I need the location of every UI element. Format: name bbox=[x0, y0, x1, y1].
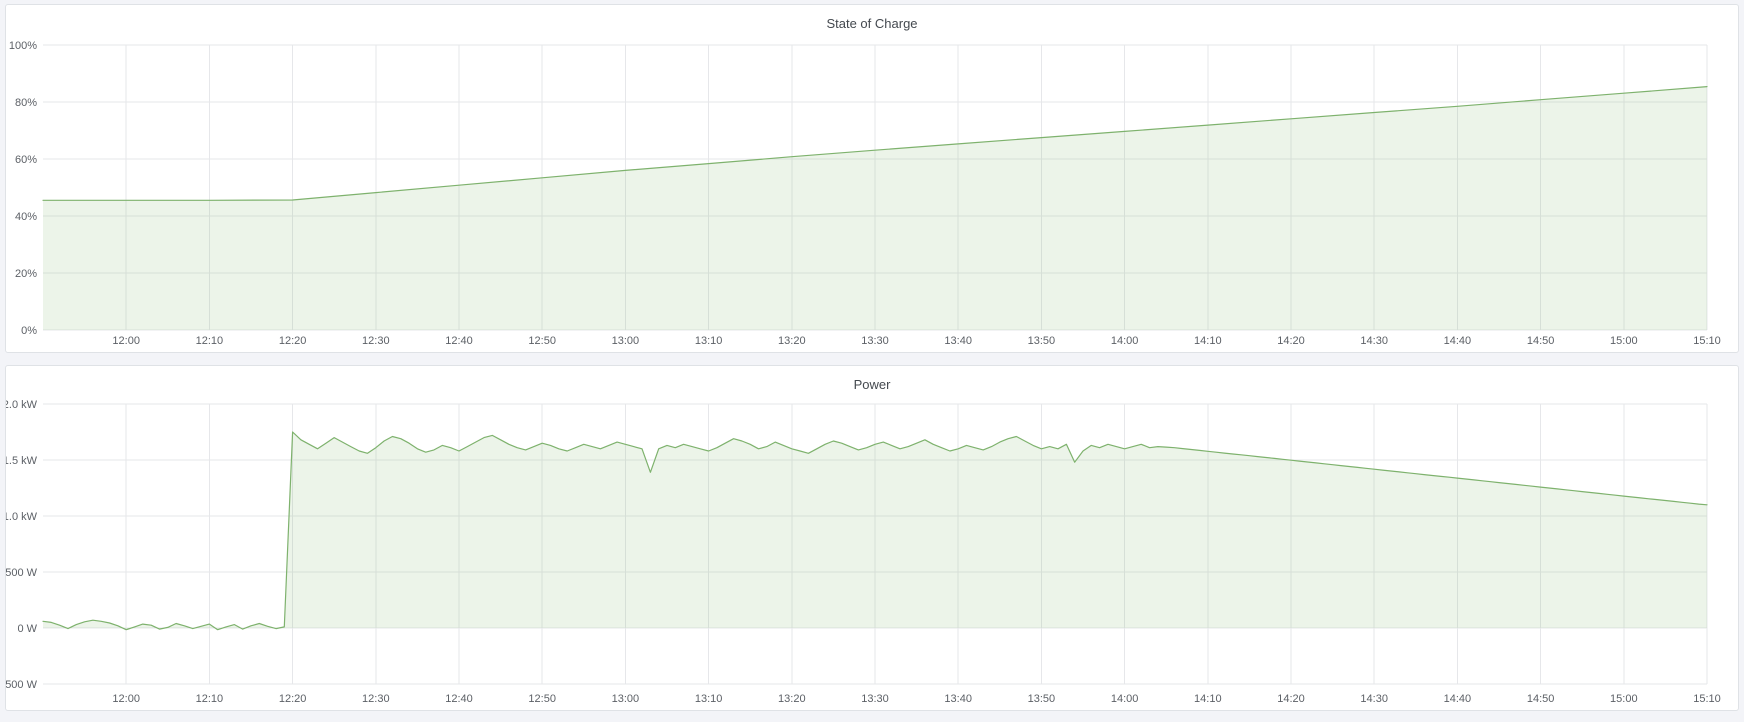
series-line bbox=[42, 86, 1708, 201]
x-axis-tick-label: 14:00 bbox=[1111, 335, 1139, 347]
x-axis-tick-label: 14:40 bbox=[1444, 335, 1472, 347]
x-axis-tick-label: 14:40 bbox=[1444, 693, 1472, 705]
y-axis-tick-label: 100% bbox=[9, 40, 37, 52]
x-axis-tick-label: 12:20 bbox=[279, 335, 307, 347]
x-axis-tick-label: 15:00 bbox=[1610, 693, 1638, 705]
x-axis-tick-label: 13:00 bbox=[612, 693, 640, 705]
x-axis-tick-label: 13:10 bbox=[695, 693, 723, 705]
x-axis-tick-label: 13:50 bbox=[1028, 335, 1056, 347]
series-line bbox=[42, 431, 1708, 631]
y-axis-tick-label: -500 W bbox=[6, 679, 38, 691]
panel-title-state-of-charge[interactable]: State of Charge bbox=[826, 15, 918, 31]
panel-power: Power -500 W 0 W 500 W 1.0 kW 1.5 kW 2.0 kW 12… bbox=[5, 365, 1739, 711]
series-area-fill bbox=[43, 432, 1707, 630]
x-axis-tick-label: 12:40 bbox=[445, 693, 473, 705]
x-axis-tick-label: 15:00 bbox=[1610, 335, 1638, 347]
x-axis-tick-label: 14:10 bbox=[1194, 693, 1222, 705]
x-axis-tick-label: 13:30 bbox=[861, 335, 889, 347]
panel-title-power[interactable]: Power bbox=[853, 376, 891, 392]
x-axis-tick-label: 14:20 bbox=[1277, 693, 1305, 705]
x-axis-tick-label: 12:20 bbox=[279, 693, 307, 705]
y-axis-tick-label: 2.0 kW bbox=[6, 399, 38, 411]
x-axis-tick-label: 13:50 bbox=[1028, 693, 1056, 705]
x-axis-tick-label: 14:50 bbox=[1527, 335, 1555, 347]
x-axis-tick-label: 12:00 bbox=[112, 335, 140, 347]
x-axis-tick-label: 13:40 bbox=[944, 693, 972, 705]
x-axis-tick-label: 13:30 bbox=[861, 693, 889, 705]
x-axis-tick-label: 12:00 bbox=[112, 693, 140, 705]
x-axis-tick-label: 12:30 bbox=[362, 693, 390, 705]
series-area-fill bbox=[43, 86, 1707, 330]
x-axis-tick-label: 14:30 bbox=[1360, 335, 1388, 347]
x-axis-tick-label: 12:10 bbox=[196, 335, 224, 347]
x-axis-tick-label: 13:40 bbox=[944, 335, 972, 347]
y-axis-tick-label: 0 W bbox=[17, 623, 37, 635]
panel-header: Power bbox=[6, 366, 1738, 396]
x-axis-tick-label: 13:00 bbox=[612, 335, 640, 347]
x-axis-tick-label: 13:10 bbox=[695, 335, 723, 347]
state-of-charge-chart[interactable]: 0% 20% 40% 60% 80% 100% 12:00 12:10 12:20 12:30 12… bbox=[6, 35, 1738, 352]
x-axis-tick-label: 14:00 bbox=[1111, 693, 1139, 705]
x-axis-tick-label: 13:20 bbox=[778, 335, 806, 347]
x-axis-tick-label: 15:10 bbox=[1693, 335, 1721, 347]
x-axis-tick-label: 12:30 bbox=[362, 335, 390, 347]
x-axis-tick-label: 12:40 bbox=[445, 335, 473, 347]
x-axis-tick-label: 12:50 bbox=[528, 693, 556, 705]
y-axis-tick-label: 40% bbox=[15, 211, 37, 223]
y-axis-tick-label: 1.0 kW bbox=[6, 511, 38, 523]
y-axis-tick-label: 1.5 kW bbox=[6, 455, 38, 467]
y-axis-tick-label: 500 W bbox=[6, 567, 38, 579]
y-axis-tick-label: 80% bbox=[15, 97, 37, 109]
x-axis-tick-label: 12:10 bbox=[196, 693, 224, 705]
x-axis-tick-label: 12:50 bbox=[528, 335, 556, 347]
x-axis-tick-label: 13:20 bbox=[778, 693, 806, 705]
x-axis-tick-label: 15:10 bbox=[1693, 693, 1721, 705]
x-axis-tick-label: 14:30 bbox=[1360, 693, 1388, 705]
y-axis-tick-label: 20% bbox=[15, 268, 37, 280]
x-axis-tick-label: 14:50 bbox=[1527, 693, 1555, 705]
power-chart[interactable]: -500 W 0 W 500 W 1.0 kW 1.5 kW 2.0 kW 12:00 12:… bbox=[6, 396, 1738, 710]
x-axis-tick-label: 14:20 bbox=[1277, 335, 1305, 347]
panel-state-of-charge: State of Charge 0% 20% 40% 60% 80% 100% 12:00 1… bbox=[5, 4, 1739, 353]
panel-header: State of Charge bbox=[6, 5, 1738, 35]
y-axis-tick-label: 0% bbox=[21, 325, 37, 337]
y-axis-tick-label: 60% bbox=[15, 154, 37, 166]
x-axis-tick-label: 14:10 bbox=[1194, 335, 1222, 347]
